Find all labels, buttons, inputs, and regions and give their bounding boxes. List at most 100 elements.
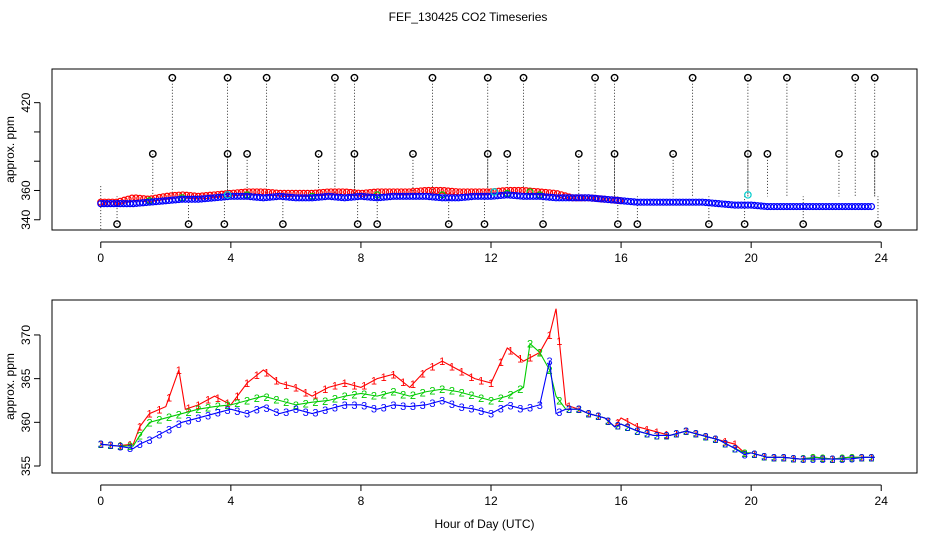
series-marker-green: 2 bbox=[468, 390, 474, 402]
series-marker-blue: 3 bbox=[615, 420, 621, 432]
series-marker-green: 2 bbox=[137, 430, 143, 442]
series-marker-blue: 3 bbox=[761, 451, 767, 463]
series-marker-green: 2 bbox=[381, 389, 387, 401]
series-marker-green: 2 bbox=[751, 449, 757, 461]
series-marker-blue: 3 bbox=[576, 404, 582, 416]
series-marker-green: 2 bbox=[449, 386, 455, 398]
series-marker-blue: 3 bbox=[693, 429, 699, 441]
series-marker-red: 1 bbox=[615, 417, 621, 429]
series-marker-blue: 3 bbox=[459, 402, 465, 414]
series-marker-red: 1 bbox=[156, 404, 162, 416]
data-point-red bbox=[284, 189, 292, 198]
series-marker-green: 2 bbox=[332, 394, 338, 406]
y-axis-label: approx. ppm bbox=[3, 116, 17, 183]
data-point-black bbox=[262, 73, 271, 82]
series-marker-red: 1 bbox=[556, 336, 562, 348]
x-tick-label: 16 bbox=[614, 494, 628, 508]
data-point-black bbox=[243, 149, 252, 158]
series-marker-red: 1 bbox=[498, 357, 504, 369]
data-point-red bbox=[319, 188, 327, 197]
series-marker-red: 1 bbox=[634, 422, 640, 434]
series-marker-green: 2 bbox=[371, 391, 377, 403]
series-marker-blue: 3 bbox=[849, 454, 855, 466]
series-marker-blue: 3 bbox=[820, 454, 826, 466]
series-marker-blue: 3 bbox=[488, 409, 494, 421]
series-marker-red: 1 bbox=[761, 451, 767, 463]
series-marker-green: 2 bbox=[293, 400, 299, 412]
y-tick-label: 355 bbox=[19, 456, 33, 476]
y-axis-label: approx. ppm bbox=[3, 353, 17, 420]
series-marker-blue: 3 bbox=[361, 401, 367, 413]
series-marker-red: 1 bbox=[605, 416, 611, 428]
series-marker-green: 2 bbox=[527, 339, 533, 351]
series-marker-green: 2 bbox=[634, 426, 640, 438]
series-marker-red: 1 bbox=[146, 409, 152, 421]
data-point-red bbox=[323, 188, 331, 196]
series-marker-red: 1 bbox=[390, 369, 396, 381]
data-point-black bbox=[444, 220, 453, 229]
data-point-black bbox=[350, 149, 359, 158]
series-marker-green: 2 bbox=[566, 404, 572, 416]
data-point-cyan bbox=[744, 191, 752, 199]
series-marker-red: 1 bbox=[312, 389, 318, 401]
series-marker-green: 2 bbox=[507, 389, 513, 401]
series-marker-green: 2 bbox=[517, 384, 523, 396]
series-marker-green: 2 bbox=[585, 409, 591, 421]
series-marker-blue: 3 bbox=[810, 454, 816, 466]
x-tick-label: 8 bbox=[358, 494, 365, 508]
data-point-black bbox=[503, 149, 512, 158]
x-tick-label: 20 bbox=[744, 251, 758, 265]
series-marker-green: 2 bbox=[400, 389, 406, 401]
series-marker-blue: 3 bbox=[293, 404, 299, 416]
series-marker-red: 1 bbox=[420, 368, 426, 380]
data-point-black bbox=[480, 220, 489, 229]
y-tick-label: 370 bbox=[19, 325, 33, 345]
data-point-black bbox=[314, 149, 323, 158]
series-marker-red: 1 bbox=[137, 422, 143, 434]
data-point-black bbox=[744, 73, 752, 82]
data-point-red bbox=[440, 187, 448, 195]
series-marker-blue: 3 bbox=[800, 454, 806, 466]
series-marker-red: 1 bbox=[625, 416, 631, 428]
series-marker-green: 2 bbox=[312, 397, 318, 409]
series-marker-red: 1 bbox=[790, 453, 796, 465]
series-marker-green: 2 bbox=[342, 391, 348, 403]
series-marker-blue: 3 bbox=[264, 403, 270, 415]
data-point-red bbox=[553, 190, 561, 198]
series-marker-red: 1 bbox=[273, 375, 279, 387]
data-point-black bbox=[223, 149, 232, 158]
data-point-black bbox=[669, 149, 678, 158]
data-point-cyan bbox=[490, 188, 499, 196]
data-point-black bbox=[763, 149, 772, 158]
series-marker-green: 2 bbox=[351, 390, 357, 402]
data-point-black bbox=[353, 220, 362, 229]
series-marker-red: 1 bbox=[576, 404, 582, 416]
data-point-black bbox=[148, 149, 157, 158]
series-marker-green: 2 bbox=[439, 384, 445, 396]
series-marker-green: 2 bbox=[683, 426, 689, 438]
data-point-red bbox=[495, 187, 503, 195]
data-point-black bbox=[574, 149, 583, 158]
series-marker-green: 2 bbox=[868, 452, 874, 464]
series-marker-blue: 3 bbox=[303, 407, 309, 419]
series-marker-green: 2 bbox=[625, 422, 631, 434]
series-marker-red: 1 bbox=[215, 393, 221, 405]
series-marker-green: 2 bbox=[254, 393, 260, 405]
series-marker-green: 2 bbox=[322, 396, 328, 408]
series-marker-blue: 3 bbox=[332, 402, 338, 414]
series-marker-blue: 3 bbox=[371, 403, 377, 415]
series-marker-blue: 3 bbox=[439, 395, 445, 407]
series-marker-green: 2 bbox=[771, 452, 777, 464]
series-marker-green: 2 bbox=[166, 412, 172, 424]
series-marker-red: 1 bbox=[781, 452, 787, 464]
series-marker-red: 1 bbox=[468, 372, 474, 384]
series-marker-blue: 3 bbox=[176, 419, 182, 431]
series-marker-green: 2 bbox=[98, 439, 104, 451]
series-marker-red: 1 bbox=[595, 411, 601, 423]
data-point-black bbox=[223, 73, 232, 82]
series-marker-blue: 3 bbox=[556, 407, 562, 419]
series-marker-red: 1 bbox=[254, 370, 260, 382]
data-point-black bbox=[688, 73, 697, 82]
series-marker-blue: 3 bbox=[751, 449, 757, 461]
series-line-green bbox=[100, 342, 875, 460]
